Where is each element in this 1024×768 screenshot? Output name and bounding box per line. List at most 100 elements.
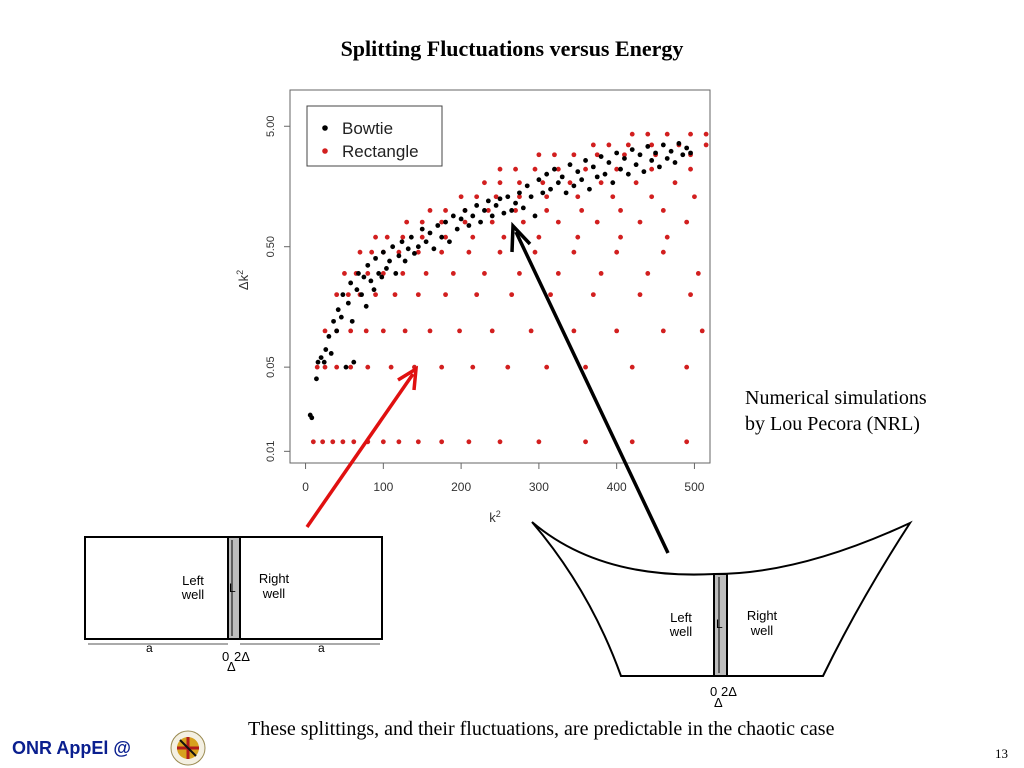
bowtie-point [423,239,429,245]
rectangle-point [606,142,612,148]
bowtie-point [555,180,561,186]
rectangle-point [622,152,627,158]
rectangle-point [462,219,468,225]
rectangle-point [583,364,588,370]
bottom-caption: These splittings, and their fluctuations… [248,718,835,740]
rectangle-point [688,166,693,172]
rectangle-point [322,328,328,334]
two-delta-label: 2Δ [234,649,250,664]
bowtie-point [371,287,377,293]
bowtie-right-well-line2: well [750,623,774,638]
bowtie-point [660,142,666,148]
rectangle-point [536,439,542,445]
bowtie-point [323,347,329,352]
rectangle-point [664,131,670,137]
bowtie-point [376,271,382,276]
rectangle-point [649,194,655,200]
bowtie-point [680,152,686,158]
rectangle-point [645,131,651,137]
rectangle-point [342,271,347,276]
rectangle-point [594,152,600,158]
x-tick-label: 0 [302,480,309,494]
bowtie-point [485,198,491,204]
x-tick-label: 400 [607,480,627,494]
rectangle-point [664,234,670,240]
rectangle-point [583,439,588,445]
rectangle-point [637,219,643,225]
slide-title: Splitting Fluctuations versus Energy [340,36,684,61]
rectangle-point [517,194,522,200]
rectangle-point [520,219,526,225]
bowtie-point [493,203,499,208]
rectangle-point [400,271,406,276]
bowtie-point [672,160,678,165]
bowtie-point [583,158,588,163]
barrier-length-label: L [229,581,236,595]
left-well-label-line2: well [181,587,205,602]
rectangle-point [458,194,464,200]
rectangle-point [415,292,421,298]
bowtie-point [462,208,468,213]
rectangle-point [571,328,577,334]
bowtie-point [544,171,550,177]
rectangle-point [695,271,701,276]
bowtie-point [501,210,507,216]
rectangle-point [660,328,666,334]
bowtie-point [318,355,324,361]
rectangle-point [684,219,690,225]
red-arrow [305,365,419,528]
bowtie-left-well-line1: Left [670,610,692,625]
rectangle-point [614,249,620,255]
a-label-right: a [318,641,325,655]
bowtie-point [482,208,487,213]
bowtie-point [321,359,327,365]
bowtie-point [447,239,452,245]
rectangle-point [380,439,386,445]
bowtie-point [348,280,354,286]
rectangle-point [555,166,561,172]
bowtie-point [354,287,360,293]
rectangle-point [633,180,639,186]
y-tick-label: 0.05 [265,356,277,377]
bowtie-point [548,186,553,192]
bowtie-point [340,292,346,298]
bowtie-point [552,166,557,172]
bowtie-zero-label: 0 [710,684,717,699]
rectangle-point [470,234,476,240]
bowtie-point [478,219,483,225]
rectangle-point [443,292,448,298]
y-tick-label: 5.00 [265,116,277,137]
rectangle-point [482,180,487,186]
a-label-left: a [146,641,153,655]
rectangle-point [590,292,596,298]
bowtie-point [359,292,364,298]
bowtie-point [435,223,441,228]
rectangle-point [517,180,522,186]
bowtie-point [349,318,355,324]
rectangle-point [528,328,534,334]
bowtie-point [450,213,456,219]
bowtie-point [419,226,425,232]
rectangle-point [450,271,456,276]
bowtie-point [315,359,321,365]
bowtie-point [641,169,647,175]
rectangle-point [404,219,410,225]
bowtie-point [505,194,511,200]
bowtie-point [629,147,635,153]
bowtie-point [351,359,357,365]
y-axis-label: Δk2 [235,270,251,290]
legend-rectangle-marker [322,148,328,154]
x-axis-label: k2 [489,509,501,525]
bowtie-point [587,186,592,192]
rectangle-point [396,439,402,445]
rectangle-point [373,234,378,240]
simulation-note: Numerical simulations by Lou Pecora (NRL… [745,385,927,437]
bowtie-point [528,194,534,200]
rectangle-point [365,364,371,370]
bowtie-point [343,364,349,370]
y-axis-ticks: 0.01 0.05 0.50 5.00 [265,116,290,462]
rectangle-point [340,439,346,445]
bowtie-point [657,164,662,170]
bowtie-point [328,351,334,356]
